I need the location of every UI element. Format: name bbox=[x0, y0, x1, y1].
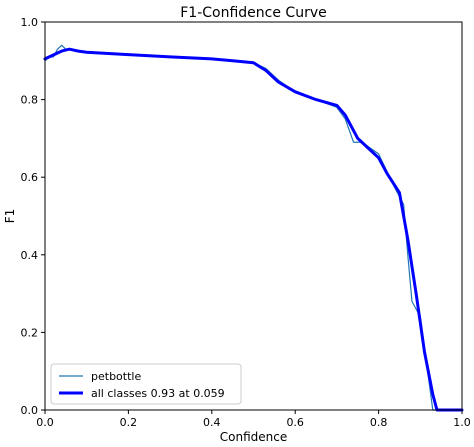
x-tick-label: 1.0 bbox=[453, 416, 471, 429]
y-tick-label: 1.0 bbox=[21, 16, 39, 29]
y-axis-label: F1 bbox=[3, 209, 17, 224]
y-tick-label: 0.6 bbox=[21, 171, 39, 184]
x-tick-label: 0.8 bbox=[370, 416, 388, 429]
y-tick-label: 0.2 bbox=[21, 326, 39, 339]
legend-label-petbottle: petbottle bbox=[91, 370, 141, 383]
axis-ticks: 0.0 0.2 0.4 0.6 0.8 1.0 0.0 0.2 0.4 0.6 0.8 1.0 bbox=[21, 16, 471, 429]
plot-frame bbox=[44, 21, 463, 411]
y-tick-label: 0.8 bbox=[21, 94, 39, 107]
chart-title: F1-Confidence Curve bbox=[180, 5, 326, 21]
x-axis-label: Confidence bbox=[220, 430, 287, 444]
legend: petbottle all classes 0.93 at 0.059 bbox=[50, 363, 242, 405]
x-tick-label: 0.6 bbox=[286, 416, 304, 429]
x-tick-label: 0.2 bbox=[120, 416, 138, 429]
series-line-all-classes bbox=[43, 47, 464, 412]
legend-box bbox=[50, 363, 242, 405]
y-tick-label: 0.0 bbox=[21, 404, 39, 417]
plot-area bbox=[43, 44, 464, 412]
y-tick-label: 0.4 bbox=[21, 249, 39, 262]
x-tick-label: 0.4 bbox=[203, 416, 221, 429]
legend-label-all-classes: all classes 0.93 at 0.059 bbox=[91, 387, 225, 400]
series-line-petbottle bbox=[44, 44, 463, 411]
x-tick-label: 0.0 bbox=[36, 416, 54, 429]
